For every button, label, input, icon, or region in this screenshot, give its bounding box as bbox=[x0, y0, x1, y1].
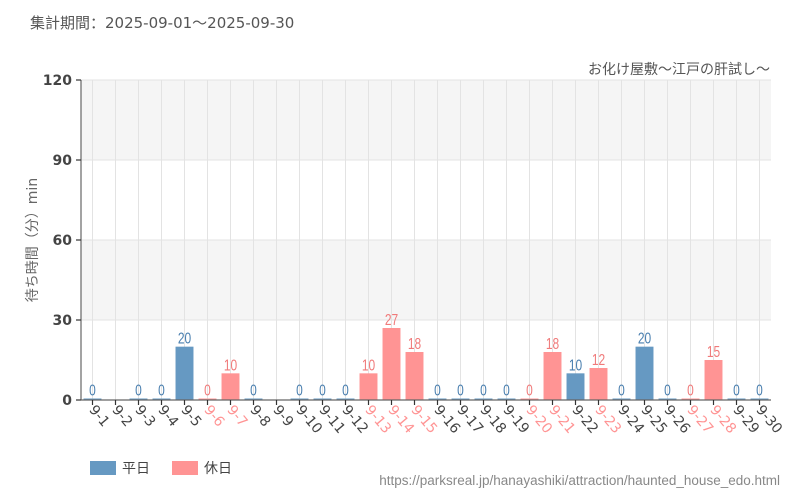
bar-value-label: 18 bbox=[408, 334, 421, 352]
bar bbox=[198, 398, 217, 400]
legend-item-weekday[interactable]: 平日 bbox=[90, 458, 150, 478]
bar-value-label: 0 bbox=[342, 381, 349, 399]
bar bbox=[175, 346, 194, 400]
bar bbox=[405, 352, 424, 400]
bar-value-label: 0 bbox=[319, 381, 326, 399]
bar-value-label: 27 bbox=[385, 310, 398, 328]
bar-value-label: 0 bbox=[687, 381, 694, 399]
bar bbox=[382, 328, 401, 400]
x-tick-label: 9-8 bbox=[246, 402, 273, 430]
bar-value-label: 10 bbox=[569, 356, 582, 374]
bar bbox=[290, 398, 309, 400]
bar bbox=[658, 398, 677, 400]
bar bbox=[750, 398, 769, 400]
grid-band bbox=[81, 80, 771, 160]
bar-value-label: 0 bbox=[526, 381, 533, 399]
legend-label-weekday: 平日 bbox=[122, 461, 150, 477]
bar bbox=[244, 398, 263, 400]
y-tick-label: 30 bbox=[53, 313, 73, 329]
bar bbox=[681, 398, 700, 400]
legend-swatch-holiday bbox=[172, 461, 198, 475]
grid-band bbox=[81, 240, 771, 320]
bar-value-label: 0 bbox=[296, 381, 303, 399]
bar bbox=[359, 373, 378, 400]
bar-value-label: 0 bbox=[135, 381, 142, 399]
bar bbox=[589, 368, 608, 400]
x-tick-label: 9-6 bbox=[200, 402, 227, 430]
bar bbox=[727, 398, 746, 400]
x-tick-label: 9-5 bbox=[177, 402, 204, 430]
bar-value-label: 0 bbox=[89, 381, 96, 399]
x-tick-label: 9-3 bbox=[131, 402, 158, 430]
bar bbox=[635, 346, 654, 400]
grid-band bbox=[81, 320, 771, 400]
bar bbox=[129, 398, 148, 400]
x-tick-label: 9-2 bbox=[108, 402, 135, 430]
y-tick-label: 120 bbox=[43, 73, 72, 89]
bar-value-label: 10 bbox=[224, 356, 237, 374]
bar bbox=[704, 360, 723, 400]
bar-value-label: 15 bbox=[707, 342, 720, 360]
bar-value-label: 0 bbox=[618, 381, 625, 399]
bar bbox=[543, 352, 562, 400]
bar-value-label: 20 bbox=[638, 329, 651, 347]
x-tick-label: 9-4 bbox=[154, 402, 181, 430]
bar-value-label: 0 bbox=[480, 381, 487, 399]
x-tick-label: 9-9 bbox=[269, 402, 296, 430]
legend-label-holiday: 休日 bbox=[204, 461, 232, 477]
legend-swatch-weekday bbox=[90, 461, 116, 475]
bar bbox=[428, 398, 447, 400]
period-label: 集計期間：2025-09-01～2025-09-30 bbox=[30, 14, 295, 32]
bar-value-label: 0 bbox=[434, 381, 441, 399]
bar-value-label: 0 bbox=[204, 381, 211, 399]
source-url: https://parksreal.jp/hanayashiki/attract… bbox=[379, 473, 780, 488]
bar bbox=[497, 398, 516, 400]
y-tick-label: 0 bbox=[62, 393, 72, 409]
y-tick-label: 90 bbox=[53, 153, 73, 169]
x-tick-label: 9-7 bbox=[223, 402, 250, 430]
bar bbox=[612, 398, 631, 400]
bar-value-label: 12 bbox=[592, 350, 605, 368]
bar bbox=[520, 398, 539, 400]
bar-value-label: 0 bbox=[503, 381, 510, 399]
bar-value-label: 0 bbox=[756, 381, 763, 399]
bar bbox=[566, 373, 585, 400]
bar-value-label: 10 bbox=[362, 356, 375, 374]
bar bbox=[451, 398, 470, 400]
bar-value-label: 0 bbox=[158, 381, 165, 399]
bar bbox=[152, 398, 171, 400]
bar-value-label: 0 bbox=[733, 381, 740, 399]
legend-item-holiday[interactable]: 休日 bbox=[172, 458, 232, 478]
bar bbox=[221, 373, 240, 400]
bar-value-label: 20 bbox=[178, 329, 191, 347]
bar-value-label: 0 bbox=[664, 381, 671, 399]
bar bbox=[474, 398, 493, 400]
bar-value-label: 0 bbox=[250, 381, 257, 399]
chart-title: お化け屋敷～江戸の肝試し～ bbox=[588, 62, 770, 78]
bar bbox=[313, 398, 332, 400]
legend: 平日 休日 bbox=[90, 458, 232, 478]
bar-value-label: 18 bbox=[546, 334, 559, 352]
bar bbox=[336, 398, 355, 400]
y-tick-label: 60 bbox=[53, 233, 73, 249]
bar bbox=[83, 398, 102, 400]
x-tick-label: 9-1 bbox=[85, 402, 112, 430]
bar-value-label: 0 bbox=[457, 381, 464, 399]
grid-band bbox=[81, 160, 771, 240]
